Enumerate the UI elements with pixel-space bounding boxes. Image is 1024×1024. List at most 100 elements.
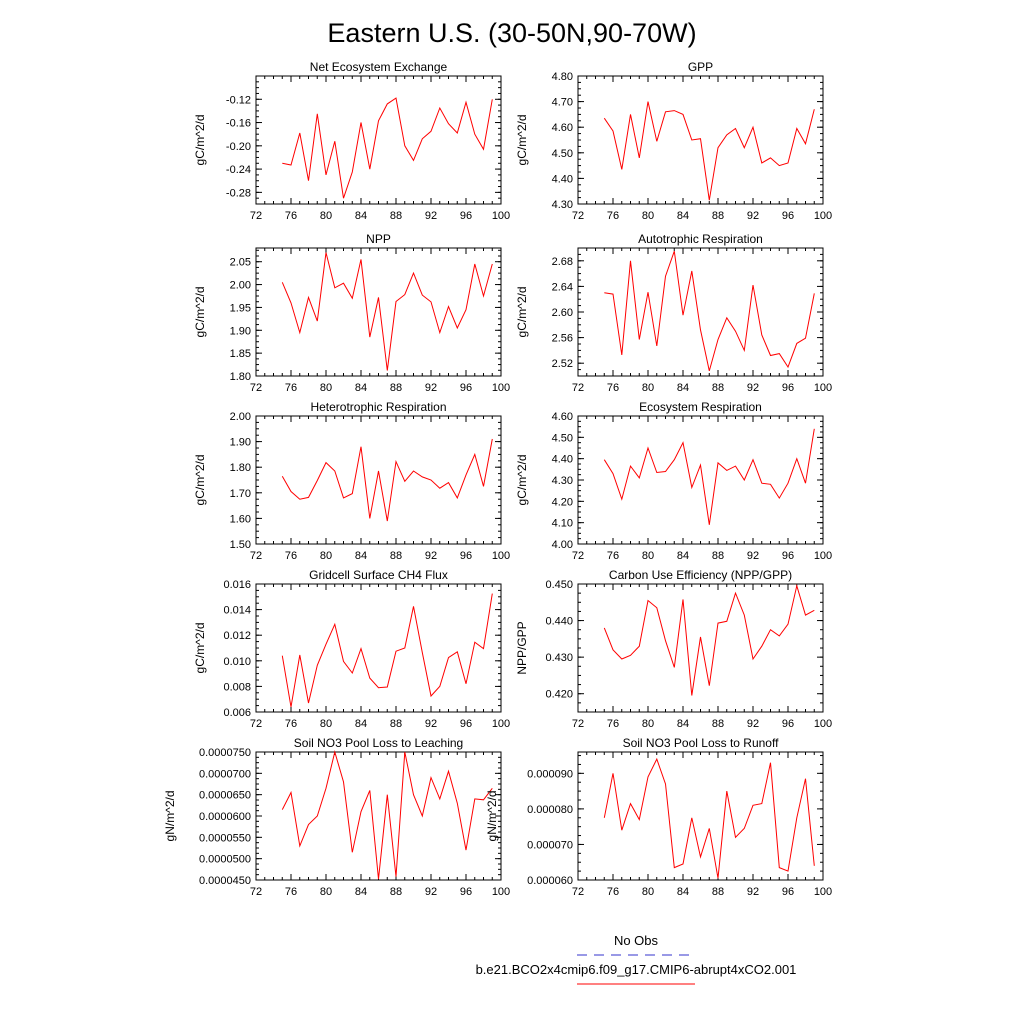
- y-tick-label: 2.56: [552, 333, 573, 345]
- y-tick-label: 4.10: [552, 518, 573, 530]
- x-tick-label: 88: [712, 210, 724, 222]
- x-tick-label: 100: [814, 550, 832, 562]
- y-tick-label: 0.016: [223, 579, 251, 591]
- series-line-1: [603, 583, 815, 696]
- y-tick-label: 0.012: [223, 630, 251, 642]
- y-tick-label: 1.90: [230, 437, 251, 449]
- x-tick-label: 100: [814, 718, 832, 730]
- panel-title: GPP: [688, 60, 713, 74]
- chart-panel-1: Net Ecosystem Exchange gC/m^2/d 72 76 80 84 88…: [193, 60, 510, 222]
- y-tick-label: 0.014: [223, 605, 251, 617]
- y-axis-label: gC/m^2/d: [515, 115, 529, 166]
- y-tick-label: 0.0000600: [199, 811, 251, 823]
- series-line-1: [603, 101, 815, 201]
- x-tick-label: 84: [355, 718, 367, 730]
- panel-title: Soil NO3 Pool Loss to Leaching: [294, 736, 463, 750]
- y-tick-label: 0.0000450: [199, 875, 251, 887]
- panel-title: NPP: [366, 232, 391, 246]
- chart-panel-2: GPP gC/m^2/d 72 76 80 84 88 92 96 100 4.80 4.70 4.60…: [515, 60, 832, 222]
- y-tick-label: -0.24: [226, 164, 251, 176]
- x-tick-label: 84: [355, 210, 367, 222]
- legend-label-obs: No Obs: [614, 933, 659, 948]
- y-tick-label: 0.000070: [527, 839, 573, 851]
- x-tick-label: 84: [677, 886, 689, 898]
- series-line-1: [282, 97, 493, 199]
- y-tick-label: 1.80: [230, 462, 251, 474]
- y-axis-label: gC/m^2/d: [515, 455, 529, 506]
- x-tick-label: 72: [572, 210, 584, 222]
- y-tick-label: 4.40: [552, 454, 573, 466]
- y-tick-label: 4.30: [552, 475, 573, 487]
- x-tick-label: 88: [390, 718, 402, 730]
- x-tick-label: 80: [320, 550, 332, 562]
- chart-panel-9: Soil NO3 Pool Loss to Leaching gN/m^2/d 72…: [163, 736, 510, 898]
- x-tick-label: 72: [572, 718, 584, 730]
- y-tick-label: 0.430: [545, 652, 573, 664]
- x-tick-label: 72: [250, 210, 262, 222]
- x-tick-label: 72: [250, 550, 262, 562]
- y-tick-label: 0.440: [545, 616, 573, 628]
- chart-panel-4: Autotrophic Respiration gC/m^2/d 72 76 80 84 8…: [515, 232, 832, 394]
- y-tick-label: -0.12: [226, 94, 251, 106]
- series-line-1: [281, 750, 493, 880]
- plot-frame: [255, 751, 502, 881]
- x-tick-label: 100: [492, 210, 510, 222]
- panel-title: Heterotrophic Respiration: [310, 400, 446, 414]
- y-tick-label: 4.60: [552, 122, 573, 134]
- x-tick-label: 76: [285, 210, 297, 222]
- y-tick-label: 2.68: [552, 256, 573, 268]
- y-tick-label: 4.70: [552, 97, 573, 109]
- y-tick-label: 1.90: [230, 325, 251, 337]
- x-tick-label: 84: [355, 550, 367, 562]
- x-tick-label: 76: [607, 382, 619, 394]
- x-tick-label: 72: [572, 550, 584, 562]
- y-tick-label: 1.60: [230, 513, 251, 525]
- x-tick-label: 96: [460, 210, 472, 222]
- x-tick-label: 92: [747, 718, 759, 730]
- x-tick-label: 80: [642, 382, 654, 394]
- y-tick-label: 2.00: [230, 280, 251, 292]
- x-tick-label: 84: [677, 210, 689, 222]
- series-line-1: [281, 593, 493, 707]
- panel-title: Autotrophic Respiration: [638, 232, 763, 246]
- x-tick-label: 88: [390, 382, 402, 394]
- y-tick-label: 0.000060: [527, 875, 573, 887]
- series-line-1: [603, 757, 815, 879]
- x-tick-label: 84: [677, 718, 689, 730]
- figure-title: Eastern U.S. (30-50N,90-70W): [327, 18, 696, 48]
- plot-frame: [255, 583, 502, 713]
- y-tick-label: 4.00: [552, 539, 573, 551]
- chart-panel-8: Carbon Use Efficiency (NPP/GPP) NPP/GPP 72…: [515, 568, 832, 730]
- x-tick-label: 76: [285, 886, 297, 898]
- x-tick-label: 92: [747, 550, 759, 562]
- y-tick-label: 2.00: [230, 411, 251, 423]
- y-axis-label: gC/m^2/d: [193, 115, 207, 166]
- y-axis-label: gN/m^2/d: [485, 791, 499, 842]
- y-tick-label: 2.60: [552, 307, 573, 319]
- y-tick-label: 4.30: [552, 199, 573, 211]
- legend: No Obs b.e21.BCO2x4cmip6.f09_g17.CMIP6-a…: [476, 933, 796, 985]
- x-tick-label: 96: [460, 382, 472, 394]
- chart-panel-3: NPP gC/m^2/d 72 76 80 84 88 92 96 100 2.05 2.00 1.95…: [193, 232, 510, 394]
- x-tick-label: 96: [782, 550, 794, 562]
- y-tick-label: 0.0000550: [199, 832, 251, 844]
- y-tick-label: 2.52: [552, 358, 573, 370]
- y-tick-label: 1.70: [230, 488, 251, 500]
- y-axis-label: gC/m^2/d: [193, 623, 207, 674]
- x-tick-label: 96: [460, 550, 472, 562]
- panel-title: Soil NO3 Pool Loss to Runoff: [623, 736, 780, 750]
- y-tick-label: -0.16: [226, 118, 251, 130]
- x-tick-label: 92: [747, 886, 759, 898]
- plot-frame: [577, 583, 824, 713]
- x-tick-label: 84: [355, 382, 367, 394]
- y-tick-label: 0.010: [223, 656, 251, 668]
- x-tick-label: 88: [712, 382, 724, 394]
- x-tick-label: 92: [425, 886, 437, 898]
- panel-title: Carbon Use Efficiency (NPP/GPP): [609, 568, 792, 582]
- x-tick-label: 92: [747, 382, 759, 394]
- panel-title: Ecosystem Respiration: [639, 400, 762, 414]
- y-tick-label: 4.80: [552, 71, 573, 83]
- x-tick-label: 92: [747, 210, 759, 222]
- y-axis-label: NPP/GPP: [515, 621, 529, 674]
